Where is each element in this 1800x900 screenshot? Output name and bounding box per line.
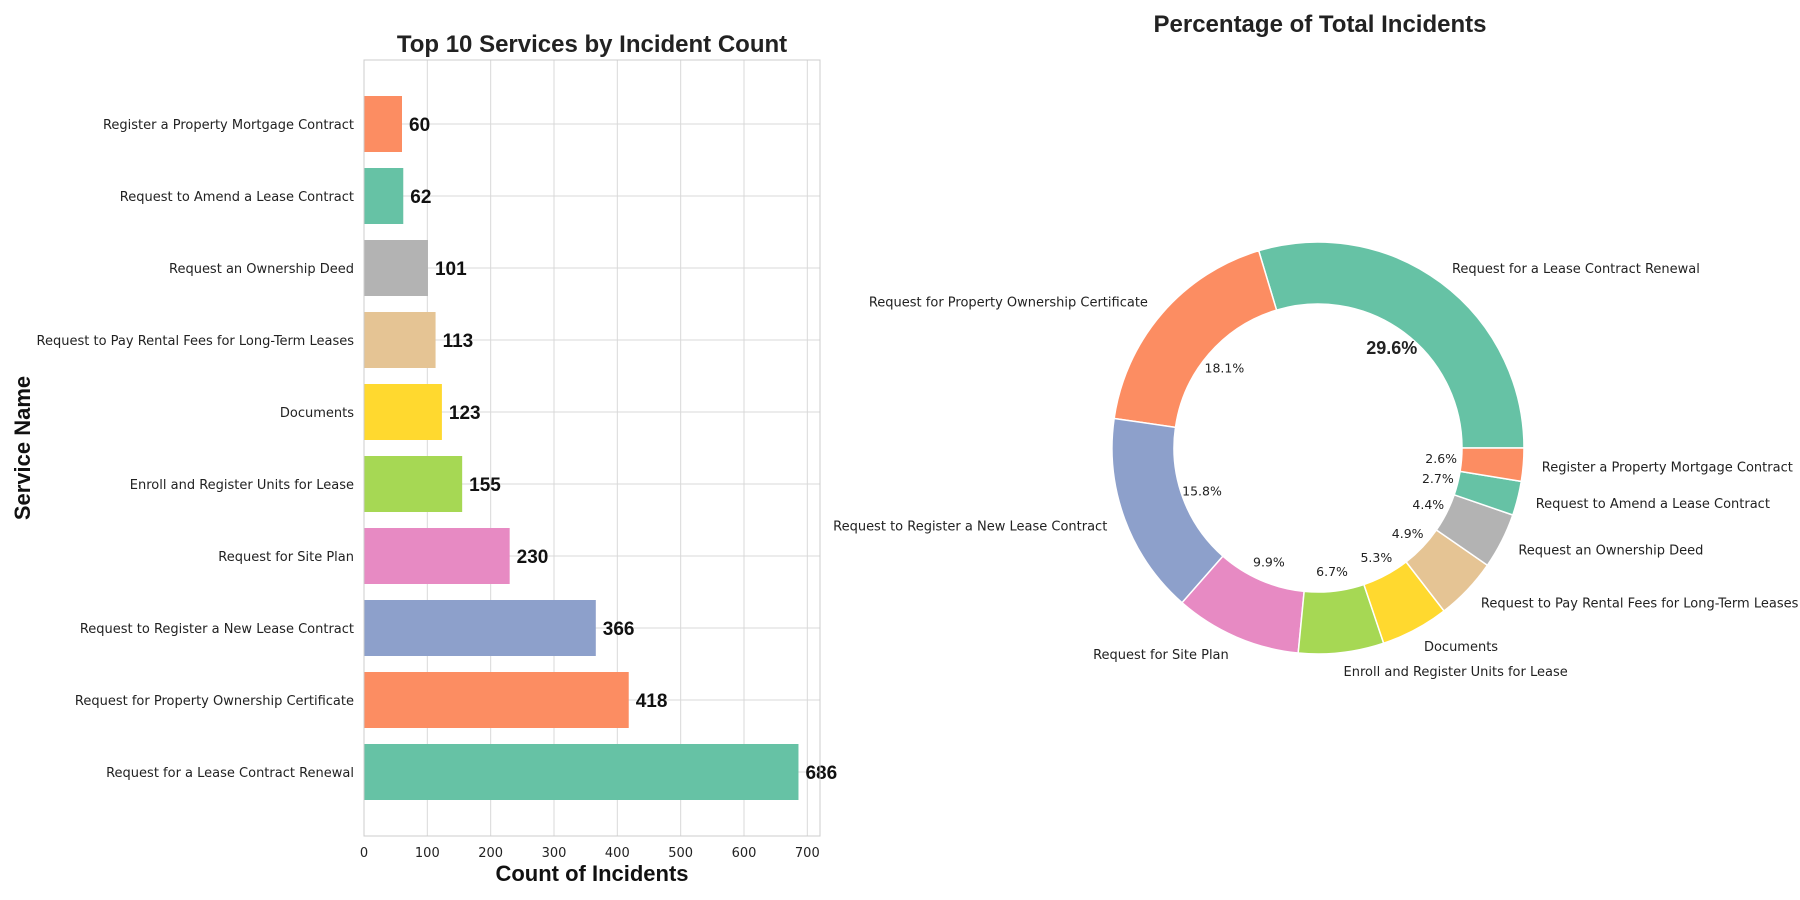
bar-chart-x-ticks: 0 100 200 300 400 500 600 700 bbox=[360, 846, 820, 861]
donut-chart-percent-labels: 29.6% 18.1% 15.8% 9.9% 6.7% 5.3%4.9% 4.4% 2.7% 2… bbox=[1182, 338, 1457, 579]
bar-register-a-property-mortgage-contract bbox=[364, 96, 402, 152]
bar-value-label: 418 bbox=[636, 691, 668, 712]
y-tick-label: Request to Amend a Lease Contract bbox=[120, 190, 354, 205]
bar-request-an-ownership-deed bbox=[364, 240, 428, 296]
bar-value-label: 101 bbox=[435, 259, 467, 280]
x-tick-label: 300 bbox=[542, 846, 567, 861]
y-tick-label: Request an Ownership Deed bbox=[169, 262, 354, 277]
bar-value-label: 113 bbox=[443, 331, 474, 352]
donut-chart: Percentage of Total Incidents Request fo… bbox=[833, 11, 1798, 680]
y-tick-label: Documents bbox=[280, 406, 354, 421]
y-tick-label: Request for Property Ownership Certifica… bbox=[75, 694, 354, 709]
slice-percent-label: 5.3% bbox=[1360, 550, 1392, 565]
y-tick-label: Request to Register a New Lease Contract bbox=[80, 622, 354, 637]
slice-label: Request an Ownership Deed bbox=[1518, 543, 1703, 558]
slice-label: Request to Pay Rental Fees for Long-Term… bbox=[1481, 597, 1799, 612]
bar-chart-bars bbox=[364, 96, 799, 800]
bar-documents bbox=[364, 384, 442, 440]
donut-chart-slice-labels: Request for a Lease Contract Renewal Requ… bbox=[833, 262, 1798, 680]
slice-percent-label: 4.4% bbox=[1412, 497, 1444, 512]
slice-label: Request for Site Plan bbox=[1093, 648, 1229, 663]
bar-value-label: 230 bbox=[517, 547, 549, 568]
x-tick-label: 0 bbox=[360, 846, 368, 861]
bar-request-for-site-plan bbox=[364, 528, 510, 584]
slice-percent-label: 4.9% bbox=[1392, 526, 1424, 541]
slice-request-for-a-lease-contract-renewal bbox=[1257, 241, 1525, 449]
slice-percent-label: 18.1% bbox=[1205, 360, 1245, 375]
bar-value-label: 686 bbox=[805, 763, 837, 784]
bar-value-label: 155 bbox=[469, 475, 501, 496]
bar-request-to-amend-a-lease-contract bbox=[364, 168, 404, 224]
slice-label: Documents bbox=[1424, 640, 1498, 655]
bar-chart-y-ticks: Request for a Lease Contract Renewal Requ… bbox=[37, 118, 355, 781]
slice-request-for-property-ownership-certificate bbox=[1113, 249, 1278, 429]
bar-enroll-and-register-units-for-lease bbox=[364, 456, 463, 512]
slice-percent-label: 9.9% bbox=[1253, 554, 1285, 569]
y-tick-label: Request for Site Plan bbox=[218, 550, 354, 565]
slice-label: Request for a Lease Contract Renewal bbox=[1452, 262, 1700, 277]
donut-chart-slices bbox=[1111, 241, 1525, 655]
y-tick-label: Request for a Lease Contract Renewal bbox=[106, 766, 354, 781]
donut-chart-title: Percentage of Total Incidents bbox=[1154, 11, 1487, 38]
bar-request-to-pay-rental-fees-for-long-term-leases bbox=[364, 312, 436, 368]
bar-request-for-property-ownership-certificate bbox=[364, 672, 629, 728]
bar-value-label: 123 bbox=[449, 403, 481, 424]
y-tick-label: Register a Property Mortgage Contract bbox=[103, 118, 354, 133]
bar-value-label: 62 bbox=[410, 187, 431, 208]
bar-chart-title: Top 10 Services by Incident Count bbox=[397, 31, 787, 58]
slice-label: Request for Property Ownership Certifica… bbox=[869, 295, 1148, 310]
y-tick-label: Request to Pay Rental Fees for Long-Term… bbox=[37, 334, 355, 349]
bar-chart-x-axis-label: Count of Incidents bbox=[495, 861, 688, 886]
x-tick-label: 200 bbox=[478, 846, 503, 861]
bar-request-for-a-lease-contract-renewal bbox=[364, 744, 799, 800]
bar-chart: Top 10 Services by Incident Count Reques… bbox=[10, 31, 837, 886]
x-tick-label: 700 bbox=[795, 846, 820, 861]
bar-chart-frame bbox=[363, 59, 821, 837]
slice-label: Request to Register a New Lease Contract bbox=[833, 520, 1107, 535]
slice-label: Enroll and Register Units for Lease bbox=[1344, 665, 1568, 680]
x-tick-label: 500 bbox=[668, 846, 693, 861]
slice-percent-label: 15.8% bbox=[1182, 484, 1222, 499]
slice-label: Request to Amend a Lease Contract bbox=[1536, 497, 1770, 512]
bar-chart-y-axis-label: Service Name bbox=[10, 376, 35, 520]
bar-value-label: 60 bbox=[409, 115, 430, 136]
slice-register-a-property-mortgage-contract bbox=[1459, 447, 1525, 483]
slice-percent-label: 2.7% bbox=[1422, 471, 1454, 486]
slice-percent-label: 29.6% bbox=[1366, 338, 1417, 358]
slice-percent-label: 2.6% bbox=[1425, 451, 1457, 466]
slice-label: Register a Property Mortgage Contract bbox=[1542, 460, 1793, 475]
bar-request-to-register-a-new-lease-contract bbox=[364, 600, 596, 656]
x-tick-label: 100 bbox=[415, 846, 440, 861]
x-tick-label: 600 bbox=[732, 846, 757, 861]
slice-percent-label: 6.7% bbox=[1316, 564, 1348, 579]
y-tick-label: Enroll and Register Units for Lease bbox=[130, 478, 354, 493]
x-tick-label: 400 bbox=[605, 846, 630, 861]
bar-chart-value-labels: 686 418 366 230 155 123 113 101 62 60 bbox=[409, 115, 837, 784]
bar-value-label: 366 bbox=[603, 619, 635, 640]
